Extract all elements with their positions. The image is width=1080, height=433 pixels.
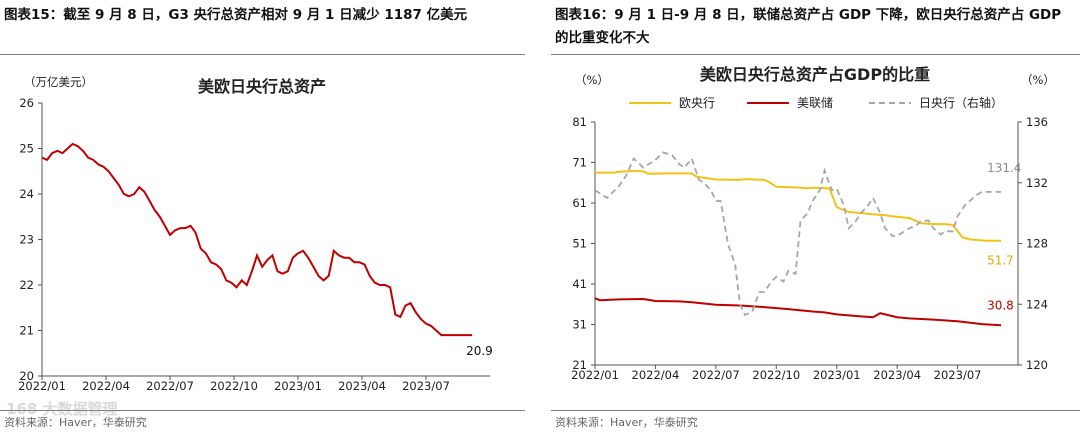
x-tick-label: 2023/01 <box>274 379 322 393</box>
legend-fed-label: 美联储 <box>797 95 833 110</box>
x-tick-label: 2022/01 <box>571 368 619 382</box>
y-left-tick-label: 51 <box>572 237 587 251</box>
y-left-tick-label: 41 <box>572 277 587 291</box>
y-tick-label: 24 <box>19 187 34 201</box>
y-tick-label: 26 <box>19 96 34 110</box>
legend-ecb: 欧央行 <box>629 96 715 110</box>
watermark: 168 大数据管理 <box>6 400 118 418</box>
assets-to-gdp-chart: 美欧日央行总资产占GDP的比重 （%） （%） 欧央行 美联储 日央行（右轴） 21… <box>571 65 1055 382</box>
y-tick-label: 22 <box>19 278 34 292</box>
y-right-tick-label: 128 <box>1026 237 1048 251</box>
ecb-end-value-label: 51.7 <box>987 254 1014 268</box>
series-ecb-line <box>595 169 1002 242</box>
y-left-tick-label: 81 <box>572 115 587 129</box>
y-tick-label: 21 <box>19 324 34 338</box>
series-fed-line <box>594 297 1002 327</box>
y-tick-label: 25 <box>19 142 34 156</box>
y-right-tick-label: 120 <box>1026 358 1048 372</box>
legend-ecb-label: 欧央行 <box>679 96 715 110</box>
x-tick-label: 2022/04 <box>82 379 130 393</box>
x-tick-label: 2022/10 <box>752 368 800 382</box>
chart-title: 美欧日央行总资产 <box>198 77 326 96</box>
figure-15-source: 资料来源：Haver，华泰研究 <box>4 416 147 429</box>
boj-end-value-label: 131.4 <box>987 161 1021 175</box>
y-right-tick-label: 136 <box>1026 115 1048 129</box>
series-total-assets-line <box>41 142 473 337</box>
figure-16-source: 资料来源：Haver，华泰研究 <box>555 416 698 429</box>
figure-15-title: 图表15：截至 9 月 8 日，G3 央行总资产相对 9 月 1 日减少 118… <box>4 7 468 23</box>
legend-boj-label: 日央行（右轴） <box>919 95 1003 110</box>
y-tick-label: 20 <box>19 369 34 383</box>
x-tick-label: 2022/07 <box>692 368 740 382</box>
y-axis-left-unit: （%） <box>575 73 609 87</box>
x-tick-label: 2022/07 <box>146 379 194 393</box>
figure-16-title-rule <box>551 54 1080 55</box>
y-axis-unit: （万亿美元） <box>24 75 93 89</box>
figure-16-title: 图表16：9 月 1 日-9 月 8 日，联储总资产占 GDP 下降，欧日央行总… <box>555 7 1062 46</box>
end-value-label: 20.9 <box>466 344 493 358</box>
x-tick-label: 2023/07 <box>934 368 982 382</box>
figure-16-bottom-rule <box>551 410 1080 411</box>
x-tick-label: 2022/04 <box>632 368 680 382</box>
x-tick-label: 2023/04 <box>338 379 386 393</box>
figure-15-panel: 图表15：截至 9 月 8 日，G3 央行总资产相对 9 月 1 日减少 118… <box>0 0 525 433</box>
x-tick-label: 2023/04 <box>873 368 921 382</box>
y-left-tick-label: 61 <box>572 196 587 210</box>
figure-15-title-rule <box>0 54 525 55</box>
chart-title: 美欧日央行总资产占GDP的比重 <box>700 65 930 84</box>
figure-16-panel: 图表16：9 月 1 日-9 月 8 日，联储总资产占 GDP 下降，欧日央行总… <box>551 0 1080 433</box>
y-tick-label: 23 <box>19 233 34 247</box>
x-tick-label: 2022/01 <box>18 379 66 393</box>
y-left-tick-label: 71 <box>572 156 587 170</box>
x-tick-label: 2023/01 <box>813 368 861 382</box>
y-right-tick-label: 124 <box>1026 297 1048 311</box>
x-tick-label: 2023/07 <box>402 379 450 393</box>
legend: 欧央行 美联储 日央行（右轴） <box>629 95 1003 110</box>
total-assets-chart: 美欧日央行总资产 （万亿美元） 20 21 22 23 24 25 26 2022/01 20… <box>18 75 493 393</box>
y-right-tick-label: 132 <box>1026 176 1048 190</box>
legend-boj: 日央行（右轴） <box>869 95 1003 110</box>
y-axis-right-unit: （%） <box>1021 73 1055 87</box>
y-left-tick-label: 21 <box>572 358 587 372</box>
series-boj-line <box>594 151 1002 317</box>
y-left-tick-label: 31 <box>572 318 587 332</box>
legend-fed: 美联储 <box>747 95 833 110</box>
x-tick-label: 2022/10 <box>210 379 258 393</box>
figure-15-bottom-rule <box>0 410 525 411</box>
fed-end-value-label: 30.8 <box>987 298 1014 312</box>
